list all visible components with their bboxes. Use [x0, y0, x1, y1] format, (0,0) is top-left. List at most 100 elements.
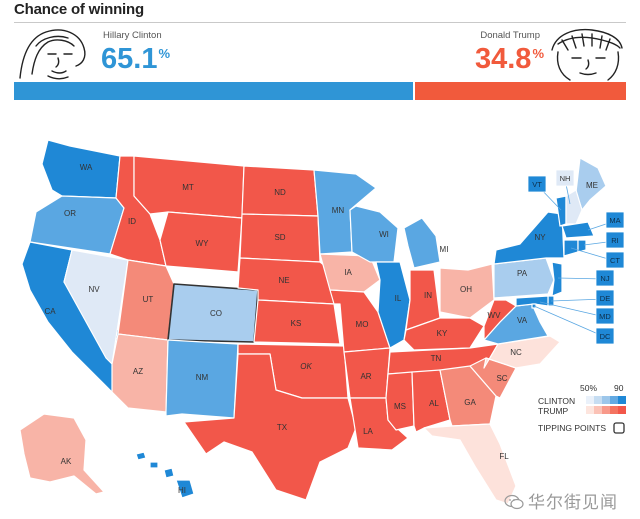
state-label-il: IL: [395, 294, 402, 303]
state-label-pa: PA: [517, 269, 528, 278]
state-label-or: OR: [64, 209, 76, 218]
clinton-portrait: [19, 29, 86, 80]
legend-tipping-swatch: [613, 422, 625, 434]
wechat-logo-icon: [504, 494, 524, 510]
watermark: 华尔街见闻: [504, 488, 618, 513]
legend-tipping-label: TIPPING POINTS: [538, 423, 606, 433]
state-label-mi: MI: [440, 245, 449, 254]
legend-trump-swatch: [602, 406, 610, 414]
state-ky[interactable]: [403, 317, 485, 351]
page-title: Chance of winning: [14, 1, 144, 18]
state-label-id: ID: [128, 217, 136, 226]
state-label-ak: AK: [61, 457, 72, 466]
state-label-az: AZ: [133, 367, 143, 376]
clinton-probability-symbol: %: [158, 46, 171, 61]
callout-box-de[interactable]: [595, 289, 615, 307]
state-label-wy: WY: [196, 239, 210, 248]
state-label-wv: WV: [488, 311, 502, 320]
state-labels: WA OR CA NV ID MT WY UT AZ CO NM ND SD N…: [44, 163, 598, 495]
state-ks[interactable]: [253, 299, 341, 345]
state-label-va: VA: [517, 316, 528, 325]
legend-clinton-swatch: [618, 396, 626, 404]
callout-box-nj[interactable]: [595, 269, 615, 287]
map-legend: 50% 90 CLINTON TRUMP TIPPING POINTS: [538, 383, 626, 434]
callout-box-ri[interactable]: [605, 231, 625, 249]
state-label-nc: NC: [510, 348, 522, 357]
state-label-sc: SC: [496, 374, 507, 383]
title-divider: [14, 22, 626, 23]
state-label-oh: OH: [460, 285, 472, 294]
trump-probability: 34.8%: [475, 45, 544, 74]
legend-clinton-swatch: [594, 396, 602, 404]
state-label-ks: KS: [291, 319, 302, 328]
state-label-tn: TN: [431, 354, 442, 363]
state-label-sd: SD: [274, 233, 285, 242]
state-label-in: IN: [424, 291, 432, 300]
state-nj[interactable]: [551, 261, 563, 297]
legend-clinton-swatch: [586, 396, 594, 404]
state-label-co: CO: [210, 309, 222, 318]
state-md[interactable]: [515, 295, 549, 307]
legend-trump-swatch: [586, 406, 594, 414]
state-nh[interactable]: [565, 189, 583, 225]
state-tx[interactable]: [183, 353, 357, 501]
state-ny[interactable]: [493, 211, 565, 265]
state-il[interactable]: [375, 261, 411, 349]
legend-clinton-label: CLINTON: [538, 396, 575, 406]
state-nv[interactable]: [63, 249, 129, 365]
callout-box-ct[interactable]: [605, 251, 625, 269]
legend-clinton-scale: [586, 396, 626, 404]
state-fl[interactable]: [423, 423, 517, 505]
clinton-probability: 65.1%: [101, 45, 170, 74]
state-label-fl: FL: [499, 452, 509, 461]
state-label-nv: NV: [88, 285, 100, 294]
state-label-wa: WA: [80, 163, 93, 172]
legend-scale-high: 90: [614, 383, 624, 393]
state-ri[interactable]: [577, 239, 587, 253]
state-label-me: ME: [586, 181, 598, 190]
callout-box-nh[interactable]: [555, 169, 575, 187]
state-ms[interactable]: [385, 371, 415, 431]
state-hi[interactable]: [135, 451, 195, 499]
state-label-wi: WI: [379, 230, 389, 239]
state-label-la: LA: [363, 427, 373, 436]
callout-label-de: DE: [600, 294, 610, 303]
legend-trump-swatch: [610, 406, 618, 414]
state-label-ga: GA: [464, 398, 476, 407]
legend-trump-swatch: [594, 406, 602, 414]
state-pa[interactable]: [493, 257, 555, 299]
watermark-text: 华尔街见闻: [528, 493, 618, 513]
callout-box-ma[interactable]: [605, 211, 625, 229]
state-label-ms: MS: [394, 402, 406, 411]
state-sc[interactable]: [469, 357, 517, 399]
callout-label-vt: VT: [532, 180, 542, 189]
state-ma[interactable]: [561, 221, 595, 239]
callout-box-dc[interactable]: [595, 327, 615, 345]
callout-label-ct: CT: [610, 256, 620, 265]
state-label-nm: NM: [196, 373, 209, 382]
legend-trump-label: TRUMP: [538, 406, 569, 416]
state-ak[interactable]: [19, 413, 105, 495]
state-wy[interactable]: [159, 211, 243, 273]
state-label-ar: AR: [360, 372, 371, 381]
state-label-al: AL: [429, 399, 439, 408]
legend-trump-scale: [586, 406, 626, 414]
state-label-mn: MN: [332, 206, 345, 215]
state-label-mo: MO: [356, 320, 369, 329]
trump-name: Donald Trump: [480, 30, 540, 41]
state-label-ia: IA: [344, 268, 352, 277]
callout-box-md[interactable]: [595, 307, 615, 325]
clinton-probability-bar: [14, 82, 413, 100]
state-label-ca: CA: [44, 307, 56, 316]
legend-scale-low: 50%: [580, 383, 597, 393]
callout-box-vt[interactable]: [527, 175, 547, 193]
callout-label-ri: RI: [611, 236, 619, 245]
state-wi[interactable]: [349, 205, 399, 263]
state-mi[interactable]: [403, 217, 441, 269]
legend-clinton-swatch: [602, 396, 610, 404]
legend-clinton-swatch: [610, 396, 618, 404]
callout-label-ma: MA: [609, 216, 620, 225]
state-label-hi: HI: [178, 486, 186, 495]
